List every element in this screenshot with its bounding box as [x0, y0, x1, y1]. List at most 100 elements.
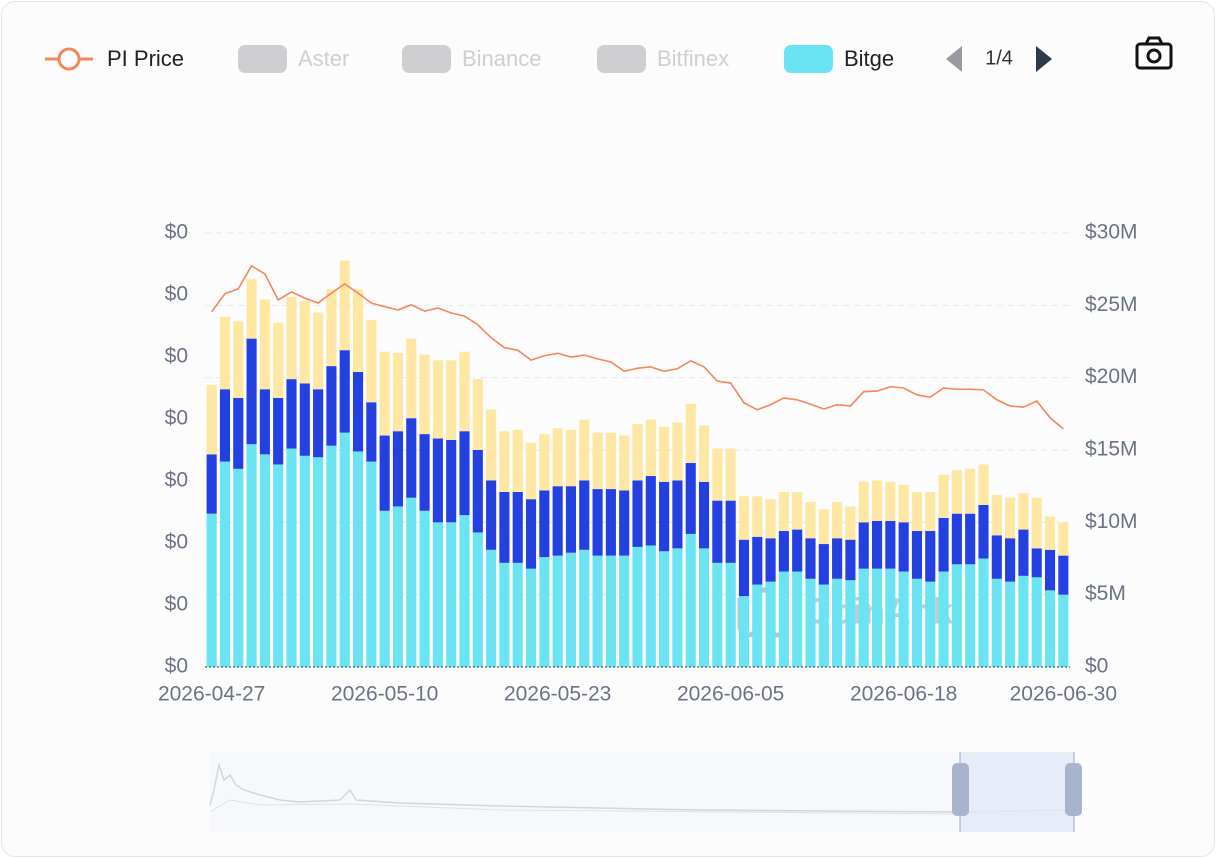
bar-segment [233, 397, 244, 469]
bar-segment [579, 419, 590, 481]
bar-segment [459, 431, 470, 516]
bar-segment [778, 531, 789, 572]
bar-segment [539, 557, 550, 667]
bar-segment [406, 418, 417, 498]
bar-segment [738, 496, 750, 540]
bar-segment [605, 432, 616, 490]
bar-segment [419, 354, 430, 435]
bar-segment [419, 510, 430, 667]
bar-segment [925, 491, 936, 532]
y2-tick-label: $0 [1085, 655, 1108, 678]
bar-segment [259, 389, 270, 455]
bar-segment [898, 522, 909, 572]
bar-segment [273, 322, 284, 398]
bar-segment [446, 360, 457, 440]
bar-segment [805, 578, 816, 667]
bar-segment [792, 491, 803, 530]
legend-label: Bitfinex [657, 46, 729, 71]
bar-segment [778, 491, 789, 532]
bar-segment [592, 489, 603, 556]
bar-segment [525, 499, 537, 569]
bar-segment [379, 351, 390, 436]
legend-item[interactable]: Bitge [784, 45, 894, 73]
bar-segment [1044, 590, 1056, 667]
bar-segment [579, 480, 590, 550]
bar-segment [565, 429, 577, 487]
bar-segment [659, 426, 670, 482]
bar-segment [499, 562, 510, 667]
bar-segment [685, 533, 696, 667]
bar-segment [858, 568, 869, 667]
bar-segment [871, 480, 883, 521]
bar-segment [871, 520, 883, 569]
bar-segment [805, 538, 816, 579]
bar-segment [1005, 581, 1016, 667]
bar-segment [978, 464, 989, 505]
bar-segment [472, 532, 483, 667]
legend-next[interactable] [1036, 46, 1052, 72]
y-tick-label: $0 [165, 655, 188, 678]
bar-segment [1044, 549, 1056, 591]
bar-segment [206, 384, 217, 455]
bar-segment [672, 480, 683, 549]
y2-tick-label: $30M [1085, 221, 1138, 244]
y2-tick-label: $5M [1085, 582, 1126, 605]
legend-item[interactable]: PI Price [45, 46, 184, 71]
camera-icon[interactable] [1135, 36, 1173, 70]
bar-segment [951, 470, 962, 514]
bar-segment [738, 539, 750, 597]
bar-segment [512, 562, 523, 667]
bar-segment [579, 549, 590, 667]
bar-segment [233, 321, 244, 398]
bar-segment [486, 480, 497, 550]
bar-segment [273, 464, 284, 667]
bar-segment [446, 522, 457, 667]
bar-segment [432, 438, 443, 523]
bar-segment [911, 531, 923, 579]
bar-segment [1018, 493, 1029, 530]
bar-segment [352, 289, 364, 372]
legend-prev[interactable] [946, 46, 962, 72]
bar-segment [619, 555, 630, 667]
bar-segment [592, 432, 603, 490]
bar-segment [832, 538, 843, 579]
bar-segment [725, 500, 736, 563]
bar-segment [512, 491, 523, 563]
bar-segment [379, 435, 390, 511]
bar-segment [1031, 548, 1042, 578]
bar-segment [419, 434, 430, 511]
nav-handle[interactable] [952, 763, 969, 816]
legend-label: Binance [462, 46, 542, 71]
nav-handle[interactable] [1065, 763, 1082, 816]
y-tick-label: $0 [165, 593, 188, 616]
bar-segment [619, 490, 630, 556]
bar-segment [832, 502, 843, 539]
bar-segment [871, 568, 883, 667]
legend-item[interactable]: Bitfinex [597, 45, 729, 73]
bar-segment [632, 423, 643, 481]
legend-item[interactable]: Aster [238, 45, 349, 73]
legend-swatch [597, 45, 646, 73]
bar-segment [858, 522, 869, 569]
bar-segment [885, 568, 896, 667]
bar-segment [898, 571, 909, 667]
bar-segment [299, 383, 310, 456]
bar-segment [1031, 577, 1042, 667]
bar-segment [672, 422, 683, 481]
bar-segment [352, 371, 364, 452]
bar-segment [672, 548, 683, 667]
bar-segment [752, 584, 763, 667]
bar-segment [366, 461, 377, 667]
legend-item[interactable]: Binance [402, 45, 542, 73]
bar-segment [273, 397, 284, 465]
bar-segment [339, 260, 350, 351]
bar-segment [552, 428, 563, 487]
bar-segment [712, 500, 723, 563]
bar-segment [1018, 575, 1029, 667]
bar-segment [259, 299, 270, 390]
bar-segment [659, 481, 670, 552]
price-line [211, 264, 1064, 430]
bar-segment [765, 538, 776, 582]
